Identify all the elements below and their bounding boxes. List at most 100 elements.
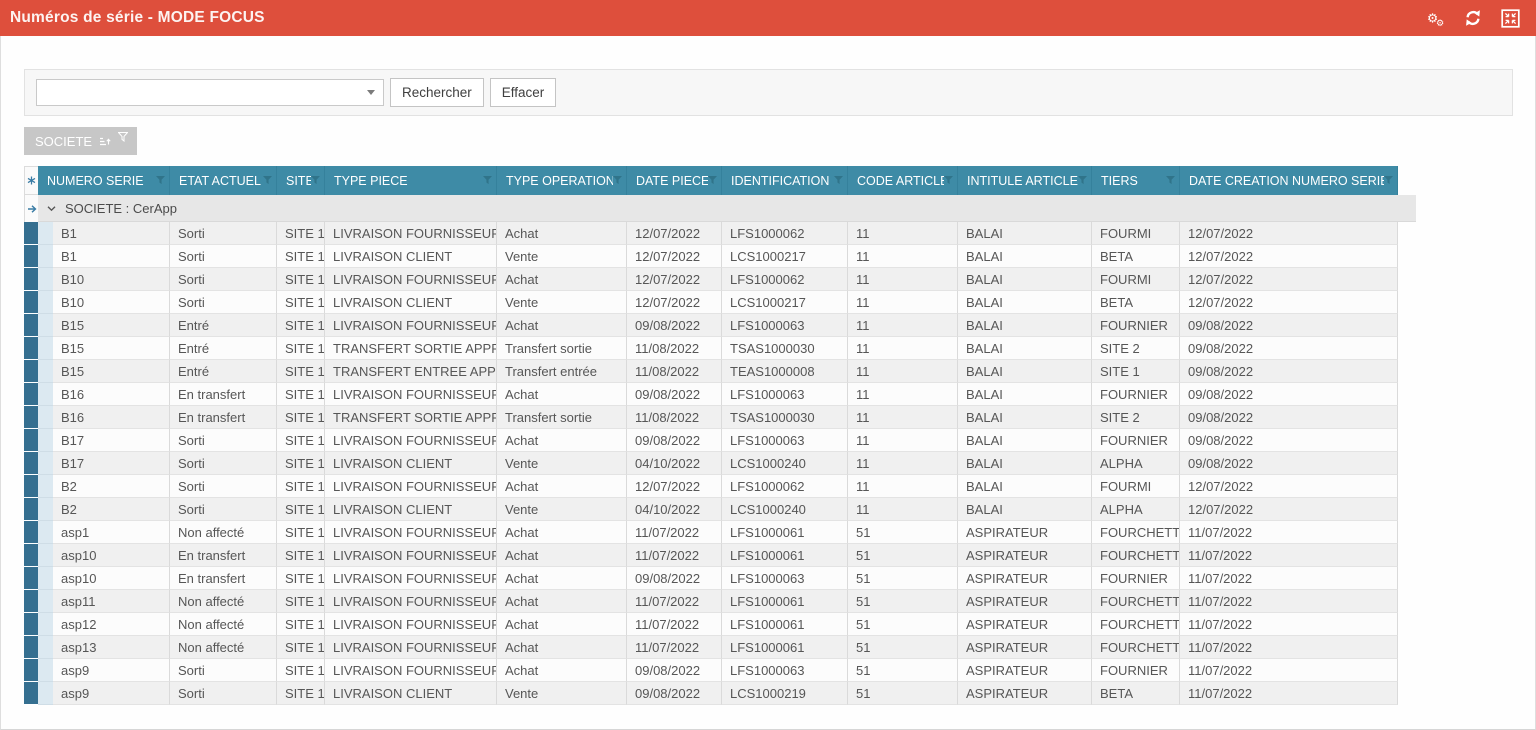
cell[interactable]: BALAI bbox=[958, 245, 1092, 268]
cell[interactable]: asp10 bbox=[53, 544, 170, 567]
cell[interactable]: Sorti bbox=[170, 452, 277, 475]
cell[interactable]: Vente bbox=[497, 498, 627, 521]
cell[interactable]: Sorti bbox=[170, 222, 277, 245]
cell[interactable]: Achat bbox=[497, 590, 627, 613]
filter-icon[interactable] bbox=[118, 132, 128, 142]
cell[interactable]: 11 bbox=[848, 360, 958, 383]
cell[interactable]: B10 bbox=[53, 268, 170, 291]
column-header[interactable]: CODE ARTICLE bbox=[848, 166, 958, 195]
cell[interactable]: Sorti bbox=[170, 429, 277, 452]
search-input[interactable] bbox=[36, 79, 384, 106]
cell[interactable]: FOURCHETTE bbox=[1092, 636, 1180, 659]
cell[interactable]: Achat bbox=[497, 636, 627, 659]
cell[interactable]: 11/07/2022 bbox=[627, 521, 722, 544]
cell[interactable]: LCS1000240 bbox=[722, 452, 848, 475]
row-indicator[interactable] bbox=[24, 222, 38, 245]
cell[interactable]: 12/07/2022 bbox=[1180, 498, 1398, 521]
cell[interactable]: 11/07/2022 bbox=[1180, 613, 1398, 636]
cell[interactable]: LIVRAISON CLIENT bbox=[325, 291, 497, 314]
cell[interactable]: LIVRAISON CLIENT bbox=[325, 682, 497, 705]
cell[interactable]: 11/07/2022 bbox=[627, 590, 722, 613]
cell[interactable]: B1 bbox=[53, 222, 170, 245]
table-row[interactable]: B17SortiSITE 1LIVRAISON CLIENTVente04/10… bbox=[24, 452, 1416, 475]
cell[interactable]: SITE 1 bbox=[277, 314, 325, 337]
cell[interactable]: 11/07/2022 bbox=[1180, 567, 1398, 590]
collapse-chevron-icon[interactable] bbox=[46, 203, 57, 214]
cell[interactable]: LCS1000217 bbox=[722, 291, 848, 314]
table-row[interactable]: asp9SortiSITE 1LIVRAISON CLIENTVente09/0… bbox=[24, 682, 1416, 705]
cell[interactable]: BALAI bbox=[958, 498, 1092, 521]
cell[interactable]: Vente bbox=[497, 245, 627, 268]
cell[interactable]: Transfert sortie bbox=[497, 337, 627, 360]
cell[interactable]: En transfert bbox=[170, 544, 277, 567]
cell[interactable]: Achat bbox=[497, 429, 627, 452]
table-row[interactable]: B2SortiSITE 1LIVRAISON CLIENTVente04/10/… bbox=[24, 498, 1416, 521]
cell[interactable]: ASPIRATEUR bbox=[958, 636, 1092, 659]
cell[interactable]: 51 bbox=[848, 682, 958, 705]
cell[interactable]: LFS1000061 bbox=[722, 636, 848, 659]
cell[interactable]: Non affecté bbox=[170, 590, 277, 613]
cell[interactable]: ASPIRATEUR bbox=[958, 682, 1092, 705]
clear-button[interactable]: Effacer bbox=[490, 78, 557, 107]
row-indicator[interactable] bbox=[24, 682, 38, 705]
cell[interactable]: asp13 bbox=[53, 636, 170, 659]
cell[interactable]: 11 bbox=[848, 498, 958, 521]
cell[interactable]: TRANSFERT SORTIE APPRO bbox=[325, 406, 497, 429]
cell[interactable]: asp9 bbox=[53, 682, 170, 705]
gears-icon[interactable]: ⚙ ⚙ bbox=[1426, 8, 1446, 28]
cell[interactable]: 11 bbox=[848, 314, 958, 337]
cell[interactable]: B2 bbox=[53, 475, 170, 498]
column-header[interactable]: ETAT ACTUEL bbox=[170, 166, 277, 195]
cell[interactable]: LFS1000062 bbox=[722, 475, 848, 498]
cell[interactable]: SITE 1 bbox=[277, 360, 325, 383]
cell[interactable]: 11 bbox=[848, 429, 958, 452]
cell[interactable]: Achat bbox=[497, 659, 627, 682]
table-row[interactable]: B1SortiSITE 1LIVRAISON FOURNISSEURAchat1… bbox=[24, 222, 1416, 245]
cell[interactable]: LIVRAISON FOURNISSEUR bbox=[325, 383, 497, 406]
filter-icon[interactable] bbox=[156, 176, 165, 185]
cell[interactable]: 11 bbox=[848, 337, 958, 360]
collapse-icon[interactable] bbox=[1500, 8, 1520, 28]
cell[interactable]: LIVRAISON FOURNISSEUR bbox=[325, 314, 497, 337]
column-header[interactable]: INTITULE ARTICLE bbox=[958, 166, 1092, 195]
cell[interactable]: ALPHA bbox=[1092, 452, 1180, 475]
cell[interactable]: Achat bbox=[497, 613, 627, 636]
cell[interactable]: BETA bbox=[1092, 245, 1180, 268]
focused-row-indicator[interactable] bbox=[24, 195, 38, 222]
cell[interactable]: Achat bbox=[497, 521, 627, 544]
cell[interactable]: SITE 1 bbox=[1092, 360, 1180, 383]
cell[interactable]: LFS1000061 bbox=[722, 613, 848, 636]
cell[interactable]: LFS1000063 bbox=[722, 314, 848, 337]
cell[interactable]: LCS1000219 bbox=[722, 682, 848, 705]
table-row[interactable]: B1SortiSITE 1LIVRAISON CLIENTVente12/07/… bbox=[24, 245, 1416, 268]
cell[interactable]: Transfert entrée bbox=[497, 360, 627, 383]
cell[interactable]: B16 bbox=[53, 406, 170, 429]
cell[interactable]: BALAI bbox=[958, 475, 1092, 498]
cell[interactable]: 11/08/2022 bbox=[627, 406, 722, 429]
cell[interactable]: 51 bbox=[848, 567, 958, 590]
table-row[interactable]: asp11Non affectéSITE 1LIVRAISON FOURNISS… bbox=[24, 590, 1416, 613]
cell[interactable]: ASPIRATEUR bbox=[958, 567, 1092, 590]
table-row[interactable]: B15EntréSITE 1TRANSFERT ENTREE APPROTran… bbox=[24, 360, 1416, 383]
cell[interactable]: 51 bbox=[848, 590, 958, 613]
row-indicator[interactable] bbox=[24, 613, 38, 636]
cell[interactable]: 04/10/2022 bbox=[627, 452, 722, 475]
filter-icon[interactable] bbox=[483, 176, 492, 185]
cell[interactable]: 09/08/2022 bbox=[627, 682, 722, 705]
cell[interactable]: ASPIRATEUR bbox=[958, 659, 1092, 682]
cell[interactable]: LFS1000061 bbox=[722, 521, 848, 544]
cell[interactable]: SITE 1 bbox=[277, 636, 325, 659]
cell[interactable]: SITE 1 bbox=[277, 406, 325, 429]
row-indicator[interactable] bbox=[24, 475, 38, 498]
cell[interactable]: asp10 bbox=[53, 567, 170, 590]
table-row[interactable]: asp10En transfertSITE 1LIVRAISON FOURNIS… bbox=[24, 544, 1416, 567]
cell[interactable]: Non affecté bbox=[170, 613, 277, 636]
row-indicator[interactable] bbox=[24, 406, 38, 429]
cell[interactable]: Achat bbox=[497, 268, 627, 291]
cell[interactable]: LFS1000063 bbox=[722, 429, 848, 452]
refresh-icon[interactable] bbox=[1463, 8, 1483, 28]
cell[interactable]: FOURCHETTE bbox=[1092, 590, 1180, 613]
cell[interactable]: 11/07/2022 bbox=[1180, 590, 1398, 613]
cell[interactable]: 12/07/2022 bbox=[627, 291, 722, 314]
cell[interactable]: Sorti bbox=[170, 268, 277, 291]
